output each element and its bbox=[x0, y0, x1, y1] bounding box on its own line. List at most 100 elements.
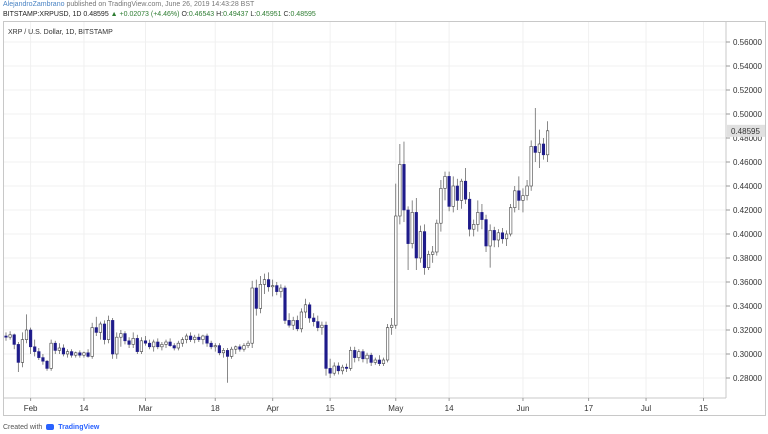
candle-body bbox=[221, 350, 226, 354]
candle-body bbox=[500, 232, 505, 240]
candle-down bbox=[533, 108, 537, 162]
candle-down bbox=[463, 168, 468, 204]
candle-body bbox=[484, 219, 488, 247]
candle-up bbox=[221, 348, 226, 358]
candle-down bbox=[336, 362, 340, 375]
candle-body bbox=[20, 339, 24, 363]
candle-up bbox=[242, 343, 246, 352]
candle-body bbox=[90, 327, 94, 357]
y-tick-label: 0.48000 bbox=[733, 134, 762, 143]
candle-body bbox=[320, 324, 324, 328]
y-tick-label: 0.38000 bbox=[733, 254, 762, 263]
tradingview-logo-icon bbox=[46, 424, 55, 431]
tradingview-brand[interactable]: TradingView bbox=[58, 424, 100, 431]
chart-title: XRP / U.S. Dollar, 1D, BITSTAMP bbox=[8, 29, 113, 36]
candle-body bbox=[406, 209, 410, 244]
candle-body bbox=[463, 180, 468, 200]
candle-up bbox=[410, 200, 414, 249]
candle-body bbox=[427, 254, 431, 268]
candle-up bbox=[299, 308, 303, 333]
x-tick-label: 15 bbox=[699, 404, 708, 413]
high-label: H: bbox=[216, 11, 224, 18]
author-link[interactable]: AlejandroZambrano bbox=[3, 1, 65, 8]
candle-up bbox=[115, 332, 119, 359]
y-tick-label: 0.28000 bbox=[733, 374, 762, 383]
candle-up bbox=[443, 171, 447, 201]
candle-body bbox=[312, 317, 316, 322]
candle-body bbox=[435, 222, 439, 253]
candle-body bbox=[33, 346, 37, 352]
candle-body bbox=[439, 188, 443, 224]
candle-down bbox=[148, 339, 152, 350]
candle-body bbox=[246, 342, 250, 346]
candle-body bbox=[267, 279, 271, 288]
candle-body bbox=[8, 334, 12, 338]
candle-down bbox=[324, 321, 328, 376]
close-ohlc-value: 0.48595 bbox=[290, 11, 316, 18]
candle-body bbox=[414, 212, 418, 259]
y-tick-label: 0.46000 bbox=[733, 158, 762, 167]
candle-body bbox=[275, 285, 279, 292]
candle-body bbox=[529, 146, 533, 187]
candle-body bbox=[127, 340, 131, 345]
candle-up bbox=[488, 224, 492, 268]
candle-up bbox=[398, 144, 402, 225]
candle-body bbox=[533, 146, 537, 153]
candle-body bbox=[476, 212, 480, 225]
candle-up bbox=[529, 140, 533, 191]
candle-up bbox=[439, 180, 443, 232]
y-tick-label: 0.32000 bbox=[733, 326, 762, 335]
candle-up bbox=[385, 324, 390, 363]
candle-up bbox=[164, 339, 168, 348]
candle-up bbox=[131, 332, 135, 348]
candle-body bbox=[242, 345, 246, 350]
candle-body bbox=[57, 347, 61, 351]
candle-body bbox=[78, 352, 82, 356]
grid-layer bbox=[4, 22, 726, 398]
candle-body bbox=[402, 164, 406, 211]
candle-down bbox=[61, 344, 66, 357]
candle-body bbox=[74, 352, 78, 356]
candle-body bbox=[258, 284, 262, 309]
candle-body bbox=[283, 287, 287, 321]
candle-up bbox=[365, 352, 369, 364]
x-tick-label: Mar bbox=[139, 404, 153, 413]
candle-body bbox=[517, 190, 521, 201]
candle-body bbox=[308, 304, 312, 319]
footer: Created with TradingView bbox=[3, 424, 99, 431]
candle-body bbox=[287, 320, 291, 326]
candle-body bbox=[349, 350, 353, 369]
candle-body bbox=[504, 233, 509, 240]
candle-body bbox=[160, 344, 164, 348]
x-tick-label: Jul bbox=[641, 404, 651, 413]
candle-down bbox=[70, 349, 74, 358]
candle-down bbox=[53, 340, 57, 354]
candle-up bbox=[451, 176, 455, 213]
candle-up bbox=[320, 321, 324, 335]
candle-down bbox=[135, 334, 139, 354]
candle-up bbox=[546, 121, 550, 162]
candle-down bbox=[127, 337, 131, 348]
candle-up bbox=[340, 364, 345, 375]
candle-up bbox=[152, 339, 156, 352]
candle-down bbox=[78, 350, 82, 358]
candle-down bbox=[295, 315, 299, 332]
candle-down bbox=[29, 327, 33, 354]
candle-up bbox=[74, 351, 78, 358]
y-tick-label: 0.52000 bbox=[733, 86, 762, 95]
candle-body bbox=[381, 359, 386, 364]
candle-body bbox=[361, 351, 365, 360]
candle-up bbox=[349, 346, 353, 371]
candle-body bbox=[168, 341, 172, 346]
x-tick-label: 15 bbox=[326, 404, 335, 413]
candle-body bbox=[271, 285, 275, 288]
candle-down bbox=[422, 224, 427, 275]
candle-body bbox=[496, 232, 500, 241]
open-label: O: bbox=[181, 11, 189, 18]
candle-up bbox=[180, 337, 184, 347]
candle-body bbox=[94, 327, 98, 333]
publication-header: AlejandroZambrano published on TradingVi… bbox=[3, 0, 316, 22]
candle-down bbox=[361, 349, 365, 363]
